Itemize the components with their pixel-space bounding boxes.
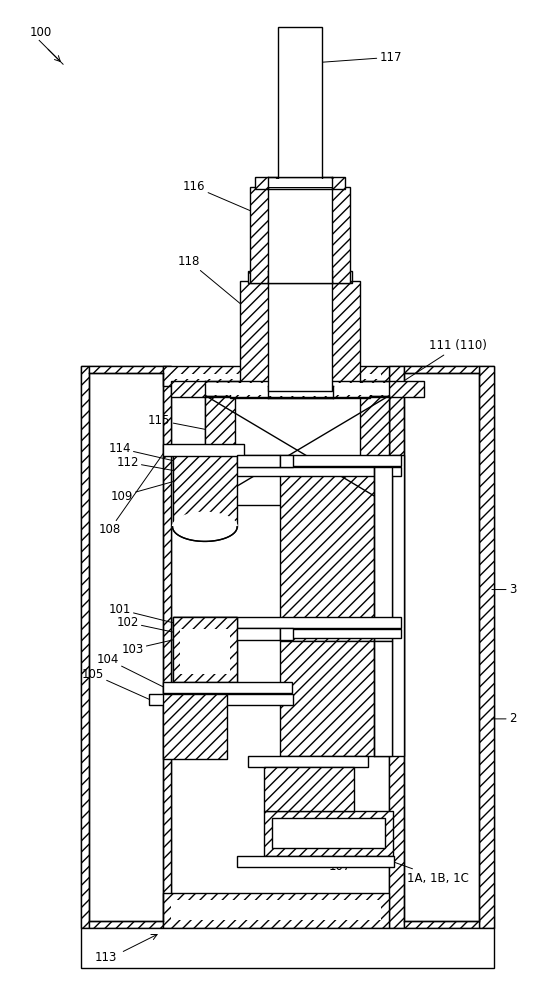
Bar [173,617,401,628]
Bar [162,893,389,928]
Bar [268,273,332,281]
Bar [404,921,479,928]
Bar [280,455,293,467]
Bar [162,682,292,693]
Bar [81,366,89,928]
Bar [268,179,332,187]
Bar [374,467,392,641]
Bar [149,694,293,705]
Bar [404,373,479,921]
Bar [180,629,230,674]
Text: 1A, 1B, 1C: 1A, 1B, 1C [378,856,469,885]
Text: 112: 112 [116,456,183,472]
Bar [171,900,382,920]
Bar [237,628,280,640]
Text: 103: 103 [122,639,175,656]
Bar [268,281,332,391]
Bar [268,187,332,283]
Bar [392,455,404,756]
Bar [240,281,360,391]
Bar [171,374,382,379]
Bar [173,455,401,466]
Text: 101: 101 [108,603,175,623]
Bar [162,366,389,386]
Bar [173,617,237,682]
Text: 117: 117 [322,51,402,64]
Text: 102: 102 [116,616,184,634]
Bar [374,641,392,756]
Bar [404,366,479,373]
Bar [205,383,389,395]
Bar [280,467,391,641]
Bar [272,818,385,848]
Bar [162,366,171,928]
Bar [264,767,354,811]
Bar [389,366,404,928]
Bar [280,641,391,756]
Text: 111 (110): 111 (110) [404,339,487,381]
Bar [205,396,389,505]
Text: 3: 3 [492,583,516,596]
Text: 114: 114 [108,442,175,461]
Text: 115: 115 [148,414,210,430]
Text: 2: 2 [492,712,516,725]
Text: 108: 108 [99,450,166,536]
Bar [89,921,162,928]
Bar [248,271,352,283]
Bar [173,455,237,527]
Bar [81,366,171,928]
Bar [180,629,401,638]
Text: 113: 113 [95,951,117,964]
Bar [389,366,404,928]
Bar [162,694,227,759]
Bar [230,386,370,398]
Bar [205,396,235,505]
Text: 104: 104 [96,653,166,688]
Text: 109: 109 [110,480,178,503]
Bar [268,388,332,396]
Bar [278,27,322,179]
Bar [479,366,494,928]
Bar [264,811,393,856]
Bar [255,177,344,189]
Text: 116: 116 [183,180,252,211]
Text: 100: 100 [29,26,51,39]
Bar [81,928,494,968]
Bar [180,467,401,476]
Bar [248,756,367,767]
Bar [237,455,280,467]
Text: 107: 107 [310,762,351,873]
Bar [173,617,237,682]
Text: 118: 118 [178,255,243,306]
Ellipse shape [173,512,237,541]
Bar [280,628,293,640]
Text: 106: 106 [280,779,306,866]
Bar [237,856,395,867]
Bar [162,444,244,456]
Bar [171,381,424,397]
Bar [360,396,389,505]
Bar [389,366,494,928]
Bar [250,187,349,283]
Text: 105: 105 [82,668,150,700]
Bar [89,366,162,373]
Bar [89,373,162,921]
